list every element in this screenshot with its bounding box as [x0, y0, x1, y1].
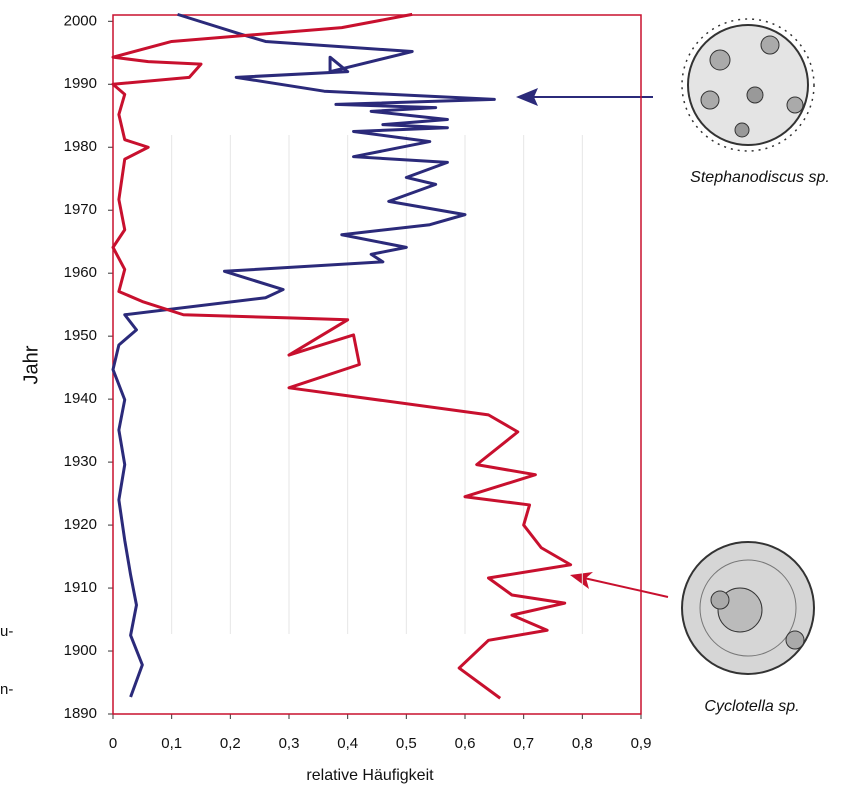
x-tick-label: 0,8 [572, 735, 593, 752]
y-axis-label: Jahr [20, 345, 42, 384]
y-tick-label: 1940 [64, 390, 97, 407]
y-tick-label: 1930 [64, 453, 97, 470]
fragment: n- [0, 681, 13, 698]
y-tick-label: 1910 [64, 579, 97, 596]
x-tick-label: 0,9 [631, 735, 652, 752]
x-tick-label: 0,5 [396, 735, 417, 752]
y-tick-label: 2000 [64, 12, 97, 29]
arrow-head [570, 572, 593, 589]
arrow-head [516, 88, 538, 106]
x-tick-label: 0,6 [455, 735, 476, 752]
x-tick-label: 0,7 [513, 735, 534, 752]
y-tick-label: 1920 [64, 516, 97, 533]
y-tick-label: 1900 [64, 642, 97, 659]
series-line [111, 12, 573, 700]
y-tick-label: 1890 [64, 705, 97, 722]
x-tick-label: 0,2 [220, 735, 241, 752]
y-tick-label: 1990 [64, 75, 97, 92]
annotation: Cyclotella sp. [704, 698, 799, 715]
y-tick-label: 1970 [64, 201, 97, 218]
annotation: Stephanodiscus sp. [690, 169, 830, 186]
y-tick-label: 1960 [64, 264, 97, 281]
y-tick-label: 1980 [64, 138, 97, 155]
y-tick-label: 1950 [64, 327, 97, 344]
x-tick-label: 0,1 [161, 735, 182, 752]
x-tick-label: 0,3 [279, 735, 300, 752]
fragment: u- [0, 623, 13, 640]
plot-frame [112, 14, 642, 715]
x-tick-label: 0 [109, 735, 117, 752]
arrow [583, 577, 669, 598]
x-axis-label: relative Häufigkeit [306, 767, 434, 784]
series-line [111, 12, 496, 698]
stephanodiscus-drawing [681, 18, 815, 152]
x-tick-label: 0,4 [337, 735, 358, 752]
cyclotella-drawing [681, 541, 815, 675]
